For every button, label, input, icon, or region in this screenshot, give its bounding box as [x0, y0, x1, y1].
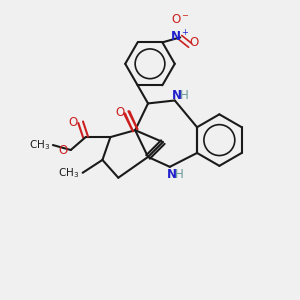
Text: N: N — [172, 89, 182, 102]
Text: O: O — [58, 143, 68, 157]
Text: N$^+$: N$^+$ — [170, 30, 190, 45]
Text: O$^-$: O$^-$ — [171, 13, 190, 26]
Text: CH$_3$: CH$_3$ — [29, 138, 50, 152]
Text: N: N — [167, 168, 177, 181]
Text: O: O — [68, 116, 78, 129]
Text: CH$_3$: CH$_3$ — [58, 166, 80, 180]
Text: H: H — [175, 168, 184, 181]
Text: O: O — [115, 106, 124, 119]
Text: O: O — [190, 36, 199, 49]
Text: H: H — [180, 89, 189, 102]
